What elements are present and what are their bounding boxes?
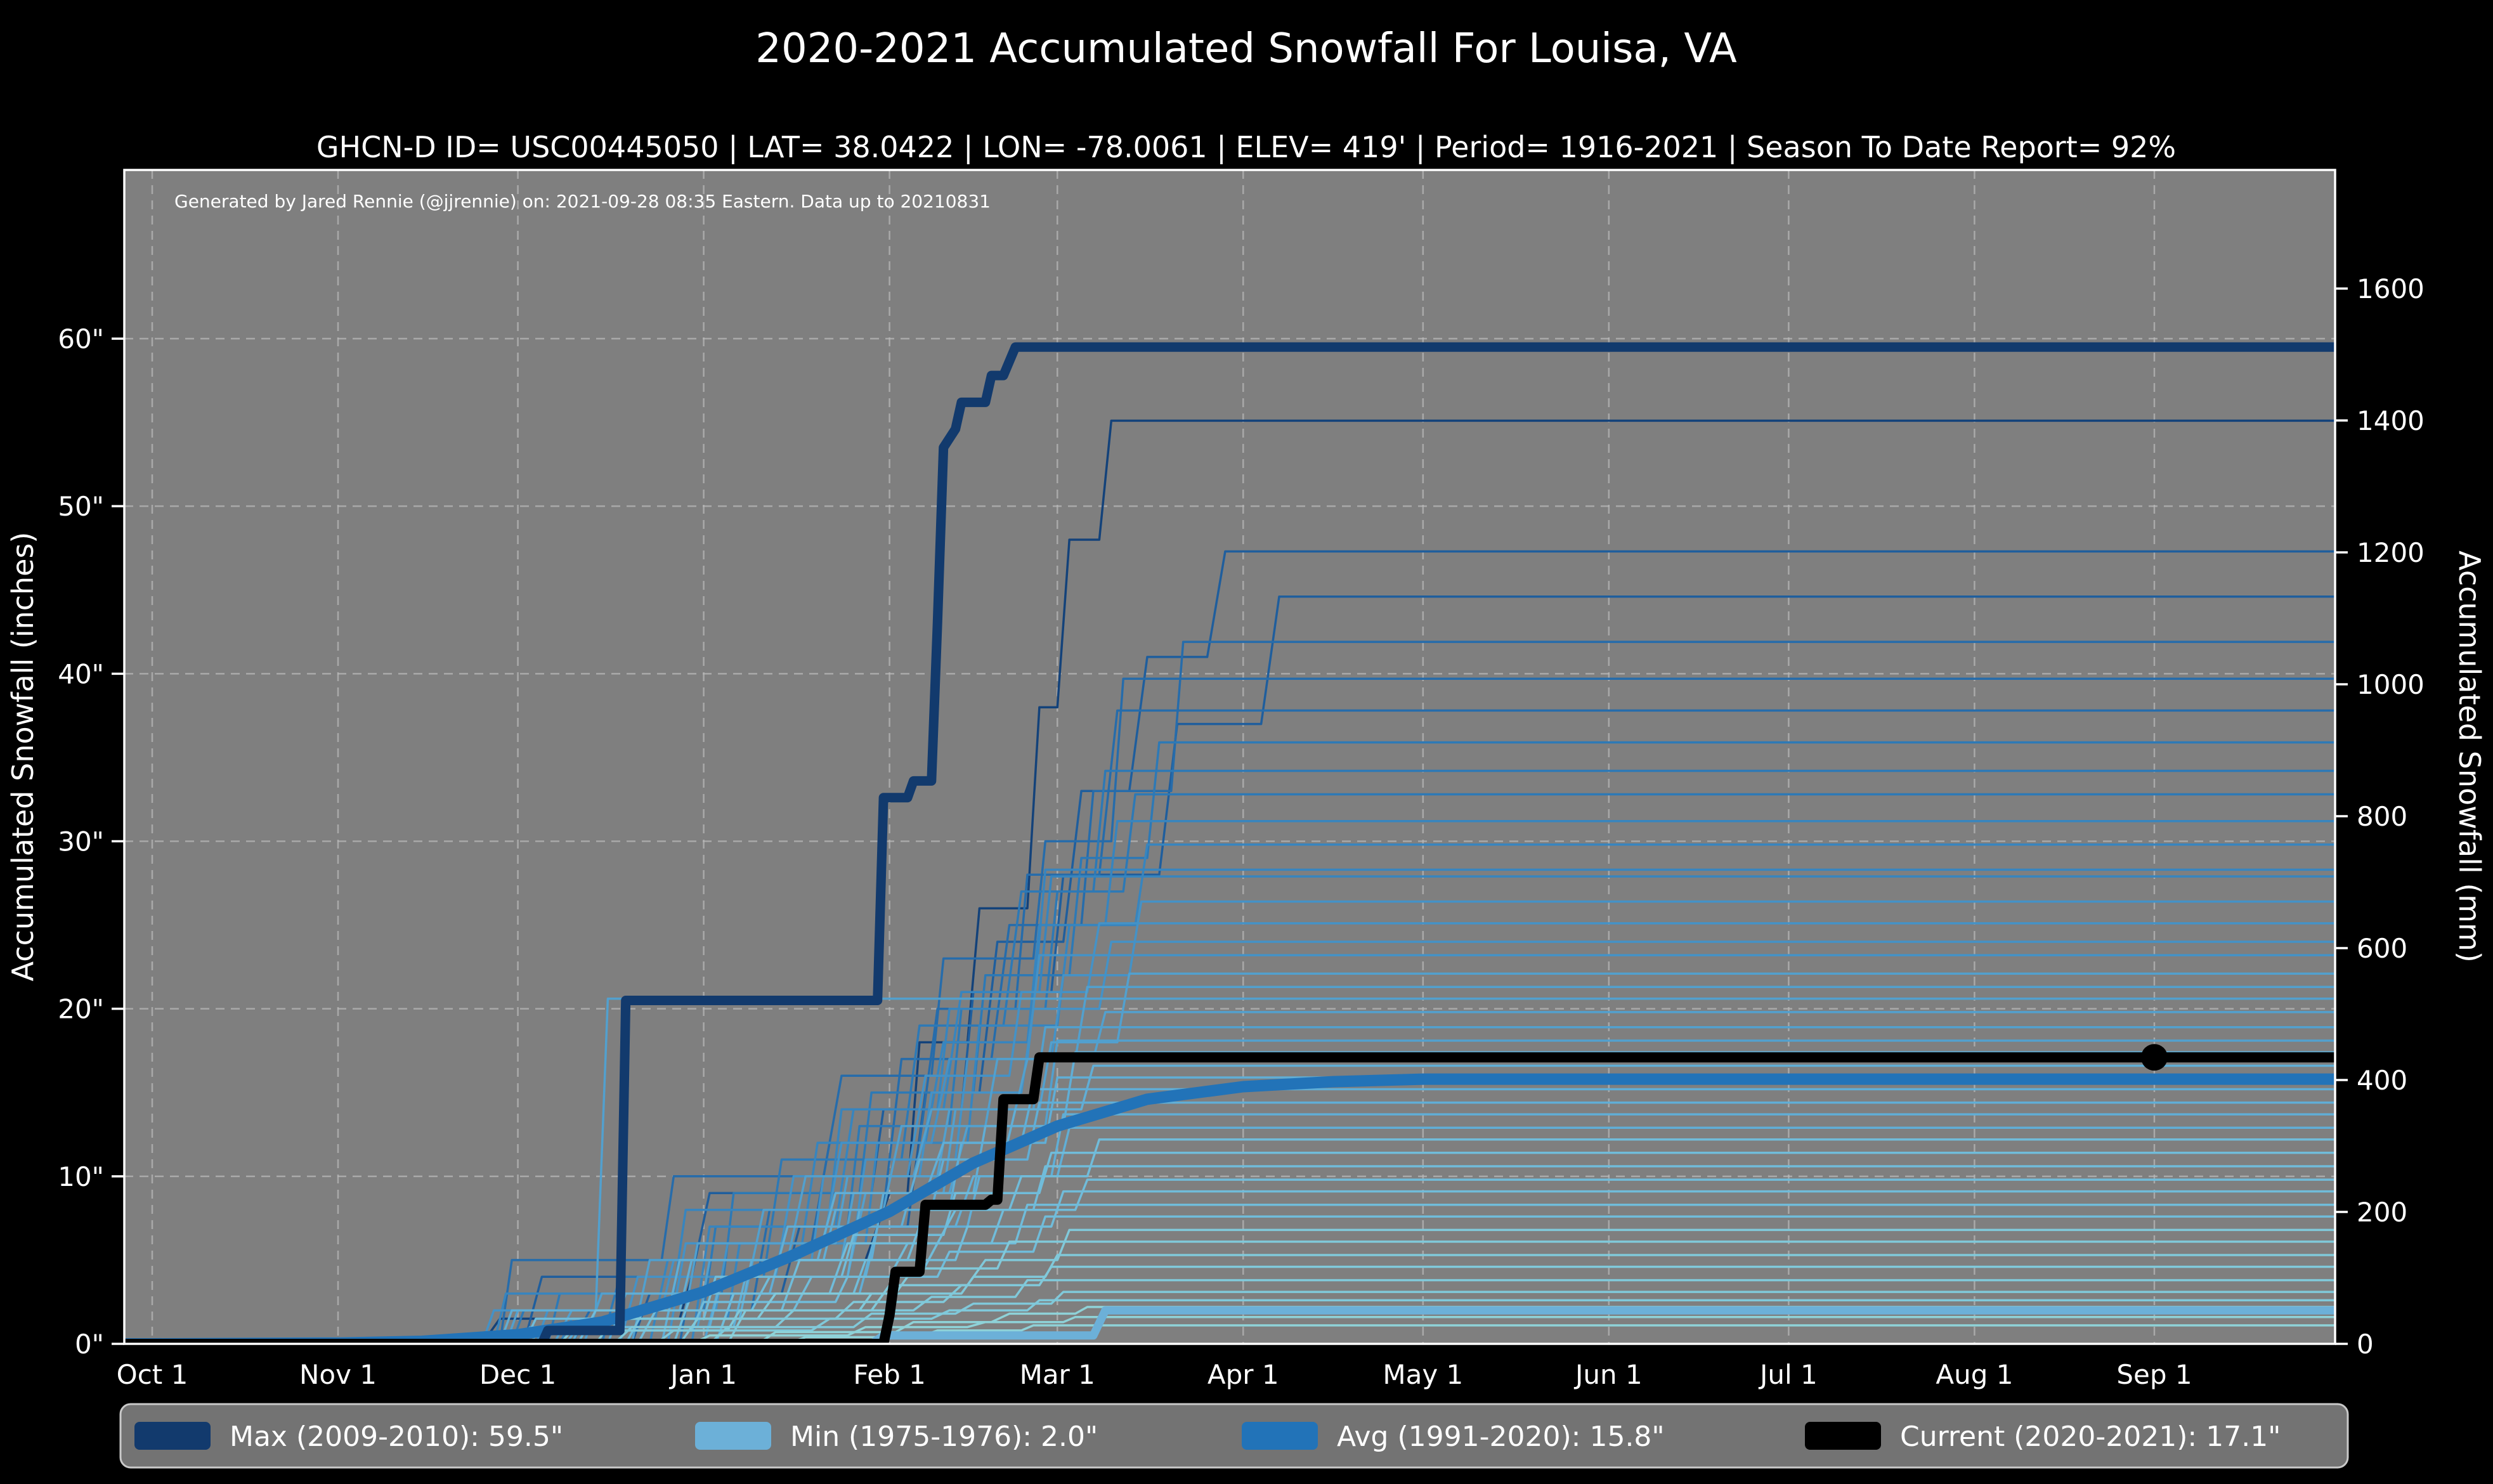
max-season-line [124,342,2335,1344]
month-label: Jan 1 [668,1359,737,1390]
plot-background [124,170,2335,1344]
month-label: Nov 1 [299,1359,377,1390]
historical-season-line [124,1279,2335,1344]
chart-subtitle: GHCN-D ID= USC00445050 | LAT= 38.0422 | … [316,130,2176,165]
month-label: Oct 1 [117,1359,188,1390]
historical-season-line [124,1011,2335,1344]
historical-season-line [124,954,2335,1344]
right-tick-label: 600 [2357,933,2407,964]
historical-season-line [124,1064,2335,1344]
legend-swatch-min [695,1422,771,1450]
legend-label-avg: Avg (1991-2020): 15.8" [1337,1421,1665,1453]
month-label: Jul 1 [1758,1359,1818,1390]
historical-season-line [124,868,2335,1344]
left-tick-label: 40" [58,658,104,689]
legend-swatch-current [1805,1422,1881,1450]
highlighted-season-lines [124,342,2335,1344]
historical-season-line [124,1315,2335,1344]
historical-season-line [124,986,2335,1344]
month-label: Dec 1 [479,1359,556,1390]
right-tick-label: 1000 [2357,669,2425,700]
legend: Max (2009-2010): 59.5" Min (1975-1976): 2… [119,1403,2349,1469]
historical-season-line [124,1178,2335,1344]
right-tick-label: 1400 [2357,405,2425,436]
historical-season-line [124,922,2335,1344]
current-season-line [124,1052,2335,1344]
right-tick-label: 0 [2357,1329,2374,1360]
chart-title: 2020-2021 Accumulated Snowfall For Louis… [755,25,1737,72]
month-label: Sep 1 [2116,1359,2192,1390]
left-tick-label: 30" [58,826,104,857]
month-label: Jun 1 [1573,1359,1643,1390]
plot-area: 0" 10" 20" 30" 40" 50" 60" 0 200 400 600 800 1000 12… [58,169,2425,1360]
legend-swatch-max [134,1422,211,1450]
right-axis-ticks: 0 200 400 600 800 1000 1200 1400 1600 [2335,273,2425,1360]
legend-label-min: Min (1975-1976): 2.0" [790,1421,1098,1453]
month-label: May 1 [1383,1359,1463,1390]
right-tick-label: 800 [2357,801,2407,832]
min-season-line [124,1306,2335,1344]
left-tick-label: 10" [58,1161,104,1192]
left-tick-label: 20" [58,994,104,1025]
gridlines [124,170,2335,1344]
month-label: Aug 1 [1936,1359,2013,1390]
legend-label-current: Current (2020-2021): 17.1" [1900,1421,2281,1453]
right-tick-label: 200 [2357,1197,2407,1228]
month-label: Mar 1 [1020,1359,1095,1390]
month-label: Apr 1 [1207,1359,1279,1390]
right-tick-label: 400 [2357,1065,2407,1096]
right-axis-title: Accumulated Snowfall (mm) [2452,550,2487,963]
left-axis-ticks: 0" 10" 20" 30" 40" 50" 60" [58,323,124,1360]
legend-box [119,1403,2349,1469]
month-label: Feb 1 [853,1359,925,1390]
right-tick-label: 1200 [2357,537,2425,568]
historical-season-line [124,1152,2335,1344]
historical-season-line [124,1101,2335,1344]
month-labels: Oct 1 Nov 1 Dec 1 Jan 1 Feb 1 Mar 1 Apr 1 May 1… [117,1359,2192,1390]
attribution-text: Generated by Jared Rennie (@jjrennie) on… [174,191,991,212]
left-axis-title: Accumulated Snowfall (inches) [6,532,40,982]
left-tick-label: 0" [75,1329,104,1360]
left-tick-label: 50" [58,491,104,522]
legend-items: Max (2009-2010): 59.5" Min (1975-1976): 2… [134,1421,2281,1453]
legend-swatch-avg [1242,1422,1318,1450]
historical-season-line [124,1291,2335,1344]
right-tick-label: 1600 [2357,273,2425,304]
legend-label-max: Max (2009-2010): 59.5" [230,1421,563,1453]
left-tick-label: 60" [58,323,104,355]
plot-border-spines [123,169,2336,1345]
historical-season-line [124,1299,2335,1344]
current-season-end-marker [2140,1044,2168,1071]
